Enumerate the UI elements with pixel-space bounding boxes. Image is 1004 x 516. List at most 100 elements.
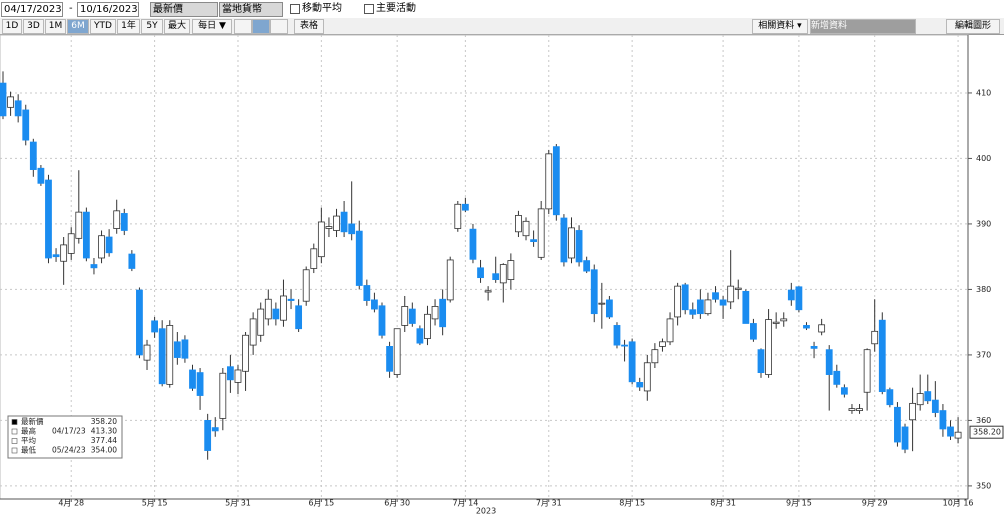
candle-body (734, 287, 742, 290)
candle-body (894, 406, 901, 443)
blank-button[interactable] (270, 19, 288, 34)
end-date[interactable]: 10/16/2023 (77, 2, 139, 17)
checkbox[interactable] (364, 4, 374, 14)
candle-body (461, 203, 469, 211)
candle-body (643, 362, 651, 392)
candle-body (45, 179, 52, 259)
candle-body (424, 313, 431, 339)
candle-body (295, 305, 303, 330)
candle-body (14, 100, 22, 117)
candle-body (136, 289, 143, 356)
candle-body (173, 341, 181, 358)
x-tick-label: 4月 28 (58, 499, 84, 508)
candle-body (287, 298, 295, 301)
moving-average[interactable]: 移動平均 (302, 3, 342, 14)
range-button[interactable]: 1D (2, 19, 22, 34)
legend-value: 358.20 (91, 417, 117, 426)
candle-body (803, 325, 810, 329)
candle-body (537, 208, 545, 258)
table-button[interactable]: 表格 (294, 19, 324, 34)
candle-body (302, 269, 310, 302)
candle-body (280, 295, 287, 321)
candle-body (856, 408, 863, 411)
candle-body (515, 215, 522, 233)
range-button[interactable]: 最大 (164, 19, 190, 34)
candle-body (568, 227, 575, 259)
y-tick-label: 360 (976, 416, 991, 425)
candle-body (560, 217, 568, 263)
candle-body (780, 318, 788, 322)
checkbox[interactable] (290, 4, 300, 14)
candle-body (446, 259, 454, 301)
candle-body (325, 226, 333, 229)
candle-body (947, 426, 954, 437)
candle-body (583, 260, 591, 272)
candle-body (29, 141, 37, 170)
range-button[interactable]: 1M (45, 19, 66, 34)
candle-body (219, 372, 227, 419)
candle-body (378, 305, 386, 336)
x-tick-label: 9月 29 (862, 499, 888, 508)
candle-body (371, 299, 378, 310)
candle-body (772, 321, 780, 324)
last-price-label: 358.20 (973, 428, 1001, 437)
candle-body (439, 298, 447, 328)
candle-body (765, 319, 772, 375)
candle-body (719, 299, 727, 306)
start-date[interactable]: 04/17/2023 (1, 2, 63, 17)
events[interactable]: 主要活動 (376, 3, 416, 14)
legend-label: 平均 (21, 435, 36, 445)
field-select[interactable]: 最新價 (150, 2, 218, 17)
y-tick-label: 390 (976, 219, 991, 228)
range-button[interactable]: 3D (23, 19, 44, 34)
y-tick-label: 370 (976, 350, 991, 359)
range-button[interactable]: 5Y (141, 19, 163, 34)
candle-body (901, 426, 909, 450)
candle-body (52, 254, 60, 258)
candle-body (431, 306, 439, 320)
candle-body (408, 308, 416, 324)
candle-body (484, 290, 492, 293)
range-button[interactable]: 6M (67, 19, 89, 34)
currency-select[interactable]: 當地貨幣 (219, 2, 283, 17)
plot-frame (0, 34, 969, 500)
candle-body (939, 410, 947, 430)
blank-button[interactable] (252, 19, 270, 34)
frequency[interactable]: 每日 ▼ (192, 19, 232, 34)
candle-body (954, 431, 962, 439)
legend-value: 354.00 (91, 446, 117, 455)
legend-label: 最高 (21, 426, 36, 436)
last-price-tag (969, 425, 1004, 439)
candle-body (7, 96, 14, 108)
range-button[interactable]: 1年 (117, 19, 140, 34)
toolbar-top: 04/17/2023 - 10/16/2023 最新價 當地貨幣 移動平均 主要… (0, 0, 1004, 19)
candle-body (499, 264, 507, 284)
y-tick-label: 400 (976, 154, 991, 163)
add-data[interactable]: 新增資料 (810, 19, 916, 34)
y-tick-label: 350 (976, 481, 991, 490)
candle-body (742, 290, 750, 324)
candle-body (249, 318, 257, 346)
range-button[interactable]: YTD (90, 19, 116, 34)
candle-body (143, 344, 151, 361)
candle-body (272, 308, 280, 320)
edit-button[interactable]: 編輯圖形 (946, 19, 1000, 34)
candle-body (863, 349, 871, 393)
candle-body (696, 299, 704, 315)
candle-body (0, 82, 7, 117)
candle-body (931, 399, 939, 413)
legend-date: 04/17/23 (52, 427, 86, 436)
candle-body (522, 220, 530, 237)
candle-body (507, 260, 515, 280)
candle-body (825, 349, 833, 375)
candle-body (204, 420, 212, 451)
candle-body (386, 346, 393, 372)
candle-body (264, 298, 272, 320)
candle-body (113, 210, 121, 229)
x-tick-label: 9月 15 (786, 499, 812, 508)
blank-button[interactable] (234, 19, 252, 34)
candle-body (105, 236, 113, 254)
related-button[interactable]: 相關資料 ▾ (752, 19, 808, 34)
